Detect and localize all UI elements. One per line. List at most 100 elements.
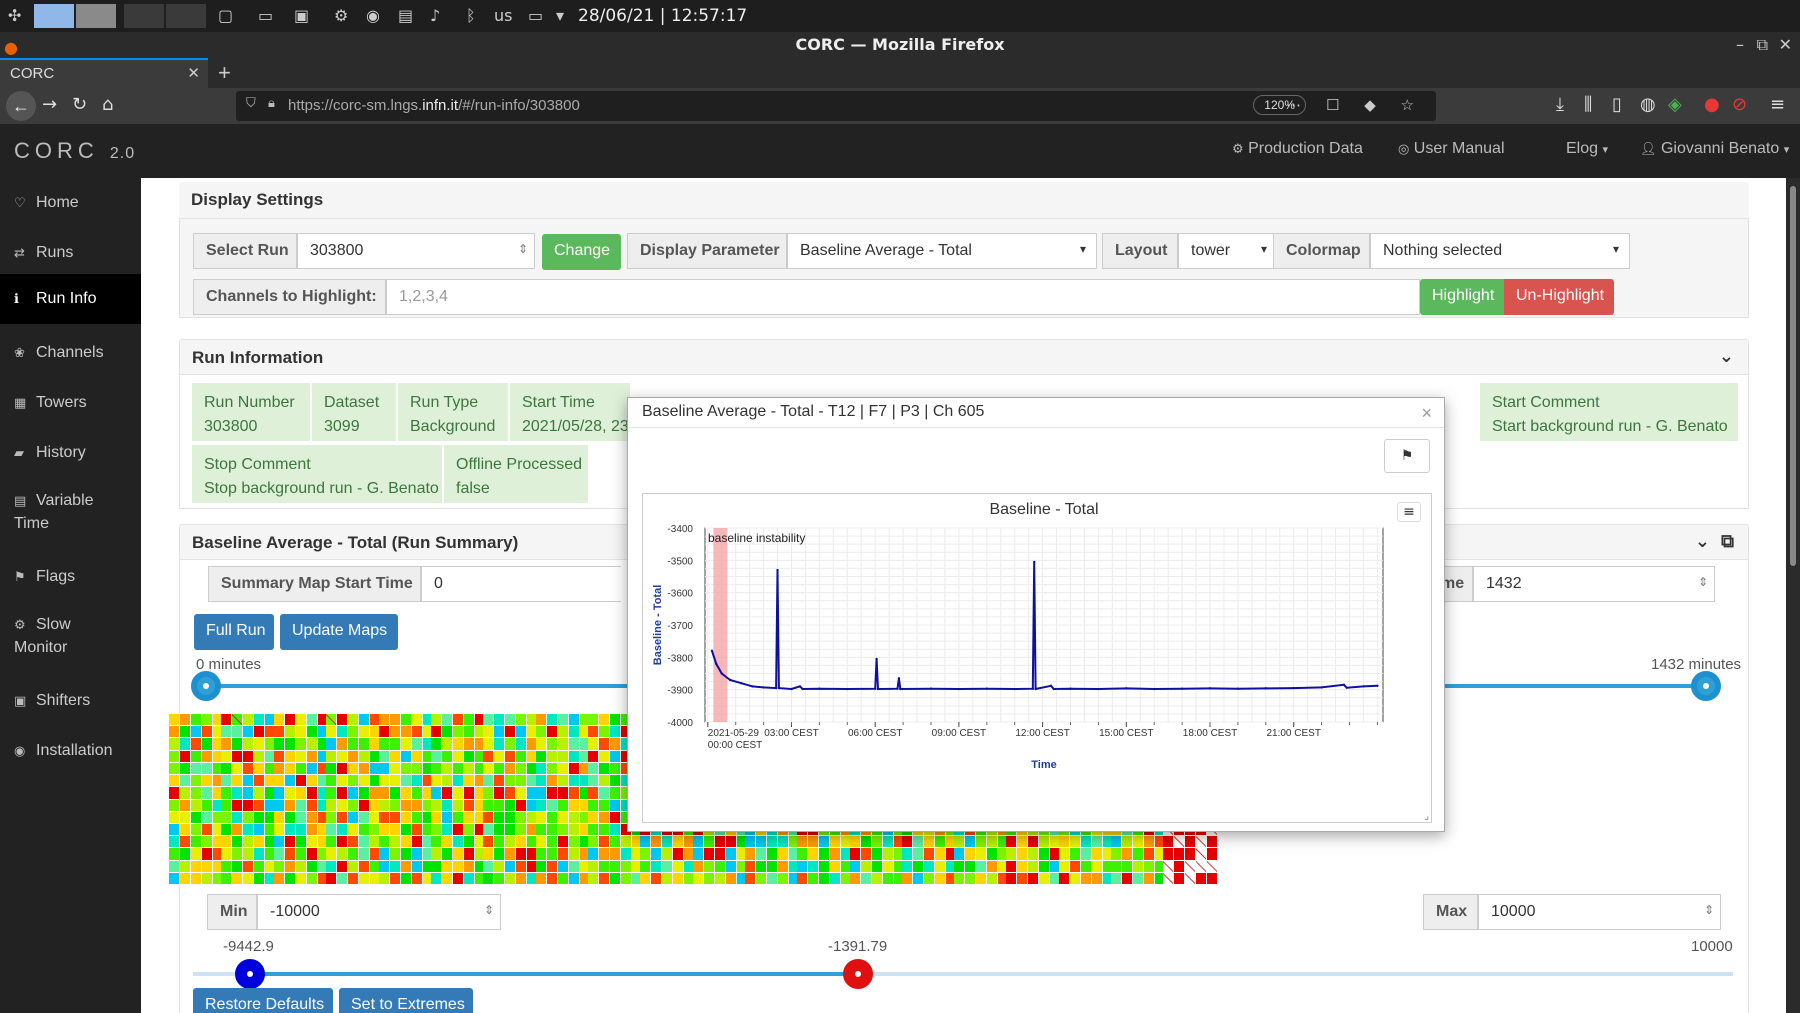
channel-cell[interactable]	[265, 811, 275, 823]
channel-cell[interactable]	[767, 872, 777, 884]
channel-cell[interactable]	[527, 750, 537, 762]
channel-cell[interactable]	[370, 726, 380, 738]
channel-cell[interactable]	[318, 726, 328, 738]
channel-cell[interactable]	[693, 836, 703, 848]
channel-cell[interactable]	[580, 787, 590, 799]
channel-cell[interactable]	[913, 836, 923, 848]
channel-cell[interactable]	[1028, 848, 1038, 860]
channel-cell[interactable]	[296, 799, 306, 811]
channel-cell[interactable]	[431, 872, 441, 884]
channel-cell[interactable]	[412, 836, 422, 848]
tower-grid[interactable]	[536, 714, 590, 884]
channel-cell[interactable]	[232, 860, 242, 872]
channel-cell[interactable]	[318, 750, 328, 762]
channel-cell[interactable]	[431, 836, 441, 848]
channel-cell[interactable]	[307, 714, 317, 726]
channel-cell[interactable]	[1155, 872, 1165, 884]
channel-cell[interactable]	[1050, 836, 1060, 848]
channel-cell[interactable]	[431, 823, 441, 836]
channel-cell[interactable]	[621, 787, 631, 799]
channel-cell[interactable]	[1103, 860, 1113, 872]
channel-cell[interactable]	[464, 775, 474, 787]
channel-cell[interactable]	[423, 714, 433, 726]
channel-cell[interactable]	[191, 775, 201, 787]
channel-cell[interactable]	[684, 872, 694, 884]
channel-cell[interactable]	[379, 836, 389, 848]
channel-cell[interactable]	[599, 775, 609, 787]
channel-cell[interactable]	[442, 726, 452, 738]
channel-cell[interactable]	[213, 762, 223, 775]
channel-cell[interactable]	[379, 799, 389, 811]
channel-cell[interactable]	[412, 823, 422, 836]
channel-cell[interactable]	[296, 750, 306, 762]
channel-cell[interactable]	[588, 787, 598, 799]
channel-cell[interactable]	[202, 836, 212, 848]
channel-cell[interactable]	[976, 860, 986, 872]
time-range-end-handle[interactable]	[1691, 671, 1721, 701]
channel-cell[interactable]	[370, 714, 380, 726]
channel-cell[interactable]	[401, 775, 411, 787]
channel-cell[interactable]	[464, 762, 474, 775]
channel-cell[interactable]	[483, 726, 493, 738]
channel-cell[interactable]	[494, 787, 504, 799]
channel-cell[interactable]	[326, 762, 336, 775]
channel-cell[interactable]	[370, 762, 380, 775]
channel-cell[interactable]	[202, 762, 212, 775]
display-parameter-select[interactable]: Baseline Average - Total	[787, 233, 1097, 269]
channel-cell[interactable]	[1070, 836, 1080, 848]
channel-cell[interactable]	[527, 714, 537, 726]
channel-cell[interactable]	[662, 860, 672, 872]
channel-cell[interactable]	[756, 872, 766, 884]
channel-cell[interactable]	[569, 738, 579, 750]
channel-cell[interactable]	[1050, 848, 1060, 860]
channel-cell[interactable]	[348, 775, 358, 787]
channel-cell[interactable]	[547, 860, 557, 872]
download-icon[interactable]: ⤓	[1556, 94, 1564, 115]
channel-cell[interactable]	[998, 836, 1008, 848]
channel-cell[interactable]	[202, 787, 212, 799]
channel-cell[interactable]	[588, 799, 598, 811]
tower-grid[interactable]	[221, 714, 275, 884]
channel-cell[interactable]	[1059, 836, 1069, 848]
channel-cell[interactable]	[621, 823, 631, 836]
channel-cell[interactable]	[326, 836, 336, 848]
channel-cell[interactable]	[243, 872, 253, 884]
channel-cell[interactable]	[169, 738, 179, 750]
user-manual-link[interactable]: ◎ User Manual	[1398, 140, 1505, 158]
channel-cell[interactable]	[453, 738, 463, 750]
channel-cell[interactable]	[954, 848, 964, 860]
channel-cell[interactable]	[202, 799, 212, 811]
channel-cell[interactable]	[326, 799, 336, 811]
channel-cell[interactable]	[232, 750, 242, 762]
channel-cell[interactable]	[337, 860, 347, 872]
channel-cell[interactable]	[274, 714, 284, 726]
channel-cell[interactable]	[180, 775, 190, 787]
channel-cell[interactable]	[318, 836, 328, 848]
channel-cell[interactable]	[965, 872, 975, 884]
channel-cell[interactable]	[390, 823, 400, 836]
channel-cell[interactable]	[569, 872, 579, 884]
shield-icon[interactable]: ⛉	[246, 96, 256, 111]
update-maps-button[interactable]: Update Maps	[280, 614, 398, 650]
channel-cell[interactable]	[841, 848, 851, 860]
channel-cell[interactable]	[390, 872, 400, 884]
channel-cell[interactable]	[494, 872, 504, 884]
channel-cell[interactable]	[1050, 860, 1060, 872]
channel-cell[interactable]	[536, 860, 546, 872]
channel-cell[interactable]	[243, 762, 253, 775]
channel-cell[interactable]	[599, 750, 609, 762]
channel-cell[interactable]	[401, 726, 411, 738]
channel-cell[interactable]	[715, 860, 725, 872]
channel-cell[interactable]	[326, 872, 336, 884]
channel-cell[interactable]	[254, 848, 264, 860]
channel-cell[interactable]	[431, 799, 441, 811]
channel-cell[interactable]	[745, 848, 755, 860]
channel-cell[interactable]	[789, 848, 799, 860]
elog-dropdown[interactable]: Elog ▾	[1566, 140, 1608, 158]
channel-cell[interactable]	[610, 787, 620, 799]
channel-cell[interactable]	[202, 848, 212, 860]
channel-cell[interactable]	[243, 714, 253, 726]
channel-cell[interactable]	[296, 823, 306, 836]
external-link-icon[interactable]: ⧉	[1721, 531, 1734, 552]
restore-icon[interactable]: ⧉	[1756, 35, 1768, 54]
